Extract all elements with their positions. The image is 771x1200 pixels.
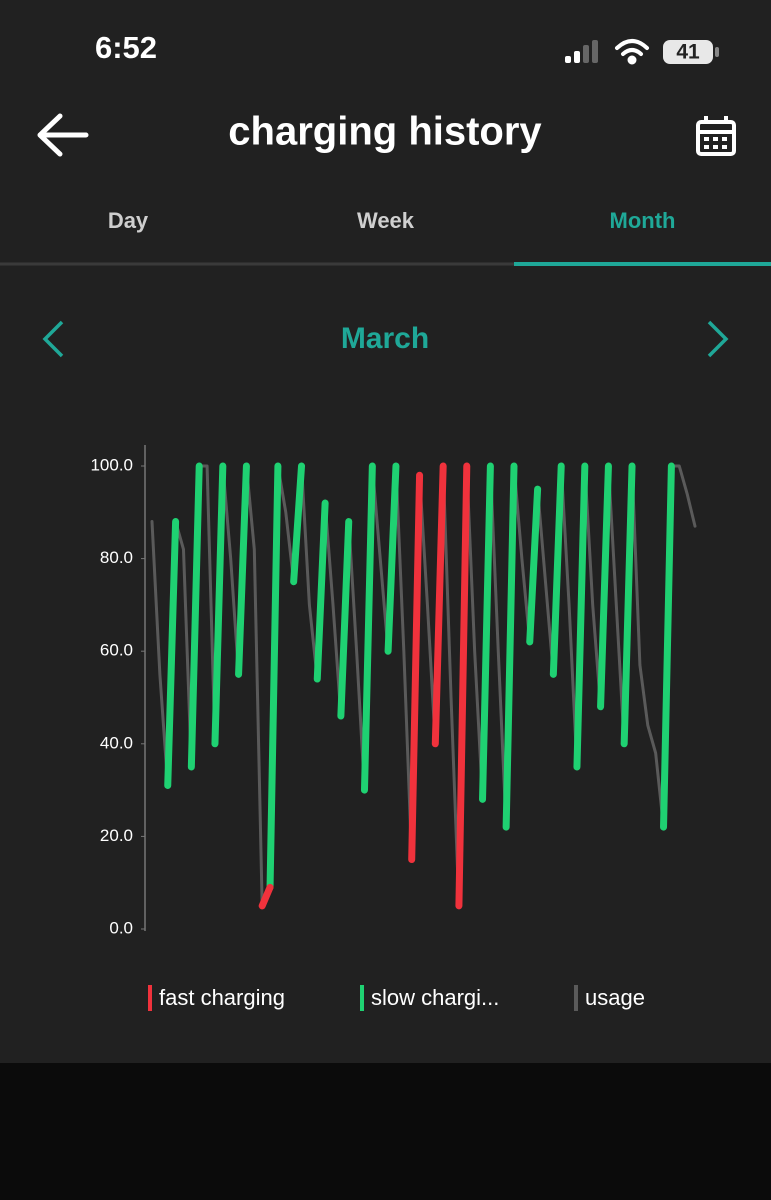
page-title: charging history (228, 110, 542, 154)
series-line (549, 462, 565, 678)
legend-label: usage (585, 985, 645, 1010)
series-line (235, 462, 250, 678)
back-button[interactable] (37, 113, 89, 157)
series-line (660, 462, 675, 831)
status-time: 6:52 (95, 30, 157, 65)
y-tick-label: 20.0 (100, 826, 133, 845)
series-line (164, 518, 180, 789)
legend-swatch (148, 985, 152, 1011)
tab-bar: Day Week Month (108, 208, 771, 266)
series-line (620, 462, 636, 748)
tab[interactable]: Month (610, 208, 676, 233)
battery-level: 41 (676, 41, 700, 64)
series-line (502, 462, 518, 831)
tab[interactable]: Week (357, 208, 415, 233)
legend-swatch (574, 985, 578, 1011)
series-line (597, 462, 612, 711)
y-tick-label: 80.0 (100, 548, 133, 567)
y-tick-label: 0.0 (109, 918, 133, 937)
next-month[interactable] (707, 320, 729, 358)
battery-icon (663, 40, 713, 64)
battery-tip (715, 47, 719, 57)
series-line (526, 485, 542, 646)
plot-area: 0.0 20.0 40.0 60.0 80.0 100.0 (90, 455, 697, 937)
series-line (455, 462, 471, 910)
y-tick-label: 60.0 (100, 641, 133, 660)
bottom-area (0, 1063, 771, 1200)
series-line (266, 462, 282, 891)
series-line (211, 462, 227, 748)
period-label: March (341, 322, 429, 355)
series-line (187, 462, 203, 771)
legend-swatch (360, 985, 364, 1011)
series-line (479, 462, 494, 803)
series-line (290, 462, 306, 586)
legend-label: fast charging (159, 985, 285, 1010)
legend: fast charging slow chargi... usage (148, 985, 645, 1011)
y-tick-label: 40.0 (100, 733, 133, 752)
app-background (0, 0, 771, 1063)
previous-month[interactable] (42, 320, 64, 358)
signal-icon (565, 40, 598, 63)
series-line (573, 462, 589, 771)
series-line (384, 462, 400, 655)
series-line (337, 518, 353, 720)
series-line (258, 883, 274, 910)
series-line (431, 462, 447, 748)
calendar-button[interactable] (696, 116, 736, 156)
legend-label: slow chargi... (371, 985, 499, 1010)
wifi-icon (615, 39, 649, 65)
y-tick-label: 100.0 (90, 455, 133, 474)
tab[interactable]: Day (108, 208, 149, 233)
series-line (313, 499, 329, 683)
series-line (408, 471, 424, 864)
active-tab-indicator (514, 262, 771, 266)
series-line (360, 462, 376, 794)
